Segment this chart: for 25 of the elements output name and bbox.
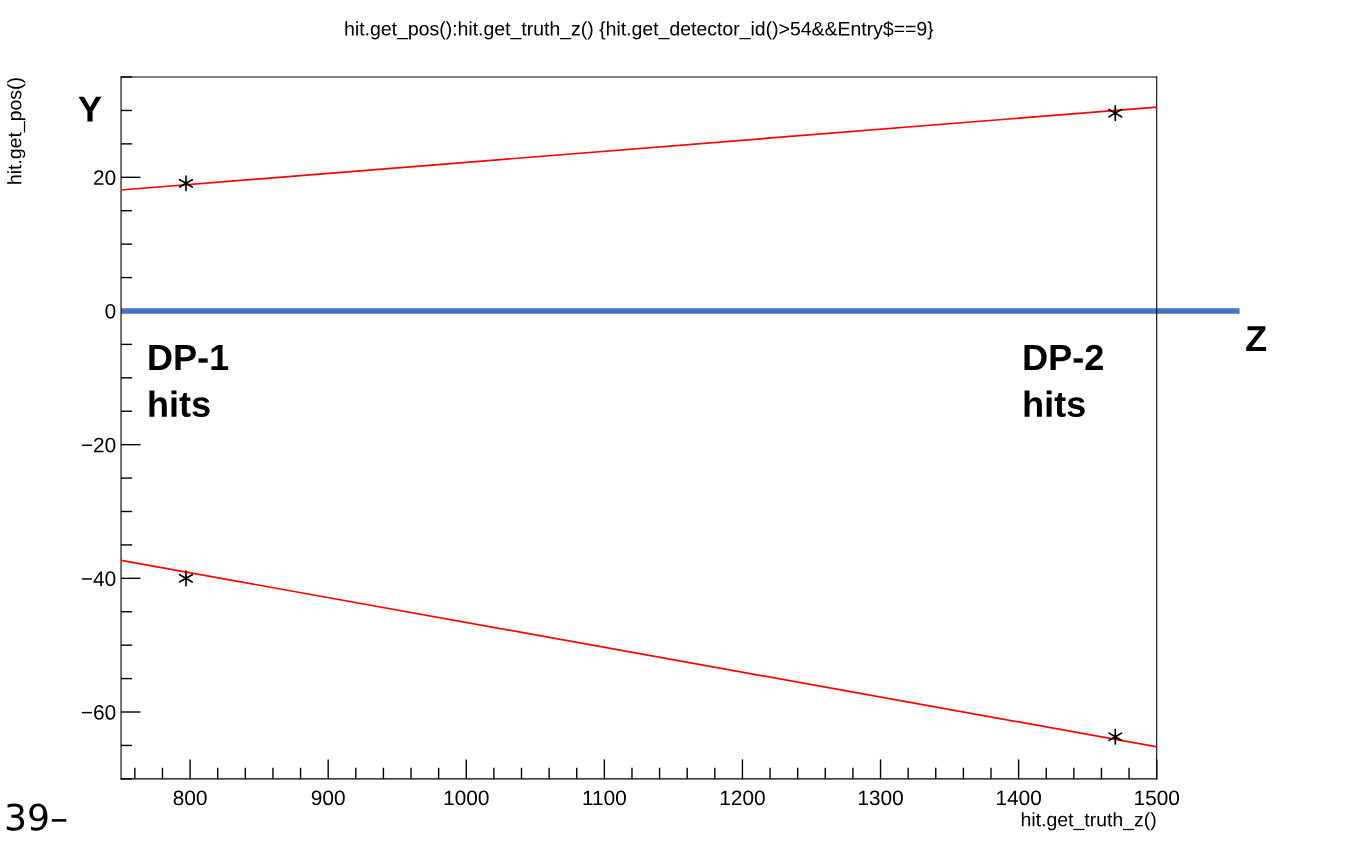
x-tick-label: 1200 — [720, 790, 765, 806]
x-tick-label: 1000 — [444, 790, 489, 806]
x-axis-title: hit.get_truth_z() — [1021, 812, 1156, 831]
y-tick-label: 0 — [105, 303, 116, 319]
x-tick-label: 1300 — [858, 790, 903, 806]
y-tick-label: −40 — [81, 571, 116, 587]
text: Y — [78, 96, 102, 122]
y-tick-label: 20 — [94, 170, 116, 186]
x-tick-label: 1400 — [997, 790, 1041, 806]
x-tick-label: 1100 — [583, 790, 626, 806]
chart-title: hit.get_pos():hit.get_truth_z() {hit.get_detector_id()>54&&Entry$==9} — [345, 20, 934, 40]
x-tick-label: 900 — [311, 790, 345, 806]
ref-line-label: Z — [1246, 326, 1267, 352]
x-tick-label: 1500 — [1135, 790, 1180, 806]
y-axis-title: hit.get_pos() — [7, 78, 26, 184]
annotation: DP-2 hits — [1024, 344, 1103, 417]
text: 39– — [6, 803, 67, 831]
point — [1108, 105, 1123, 122]
point — [178, 570, 194, 587]
point — [1108, 728, 1123, 745]
y-tick-label: −60 — [81, 705, 116, 720]
annotation: DP-1 hits — [149, 345, 229, 417]
y-tick-label: −20 — [81, 437, 116, 453]
point — [178, 175, 194, 192]
x-tick-label: 800 — [173, 790, 207, 806]
